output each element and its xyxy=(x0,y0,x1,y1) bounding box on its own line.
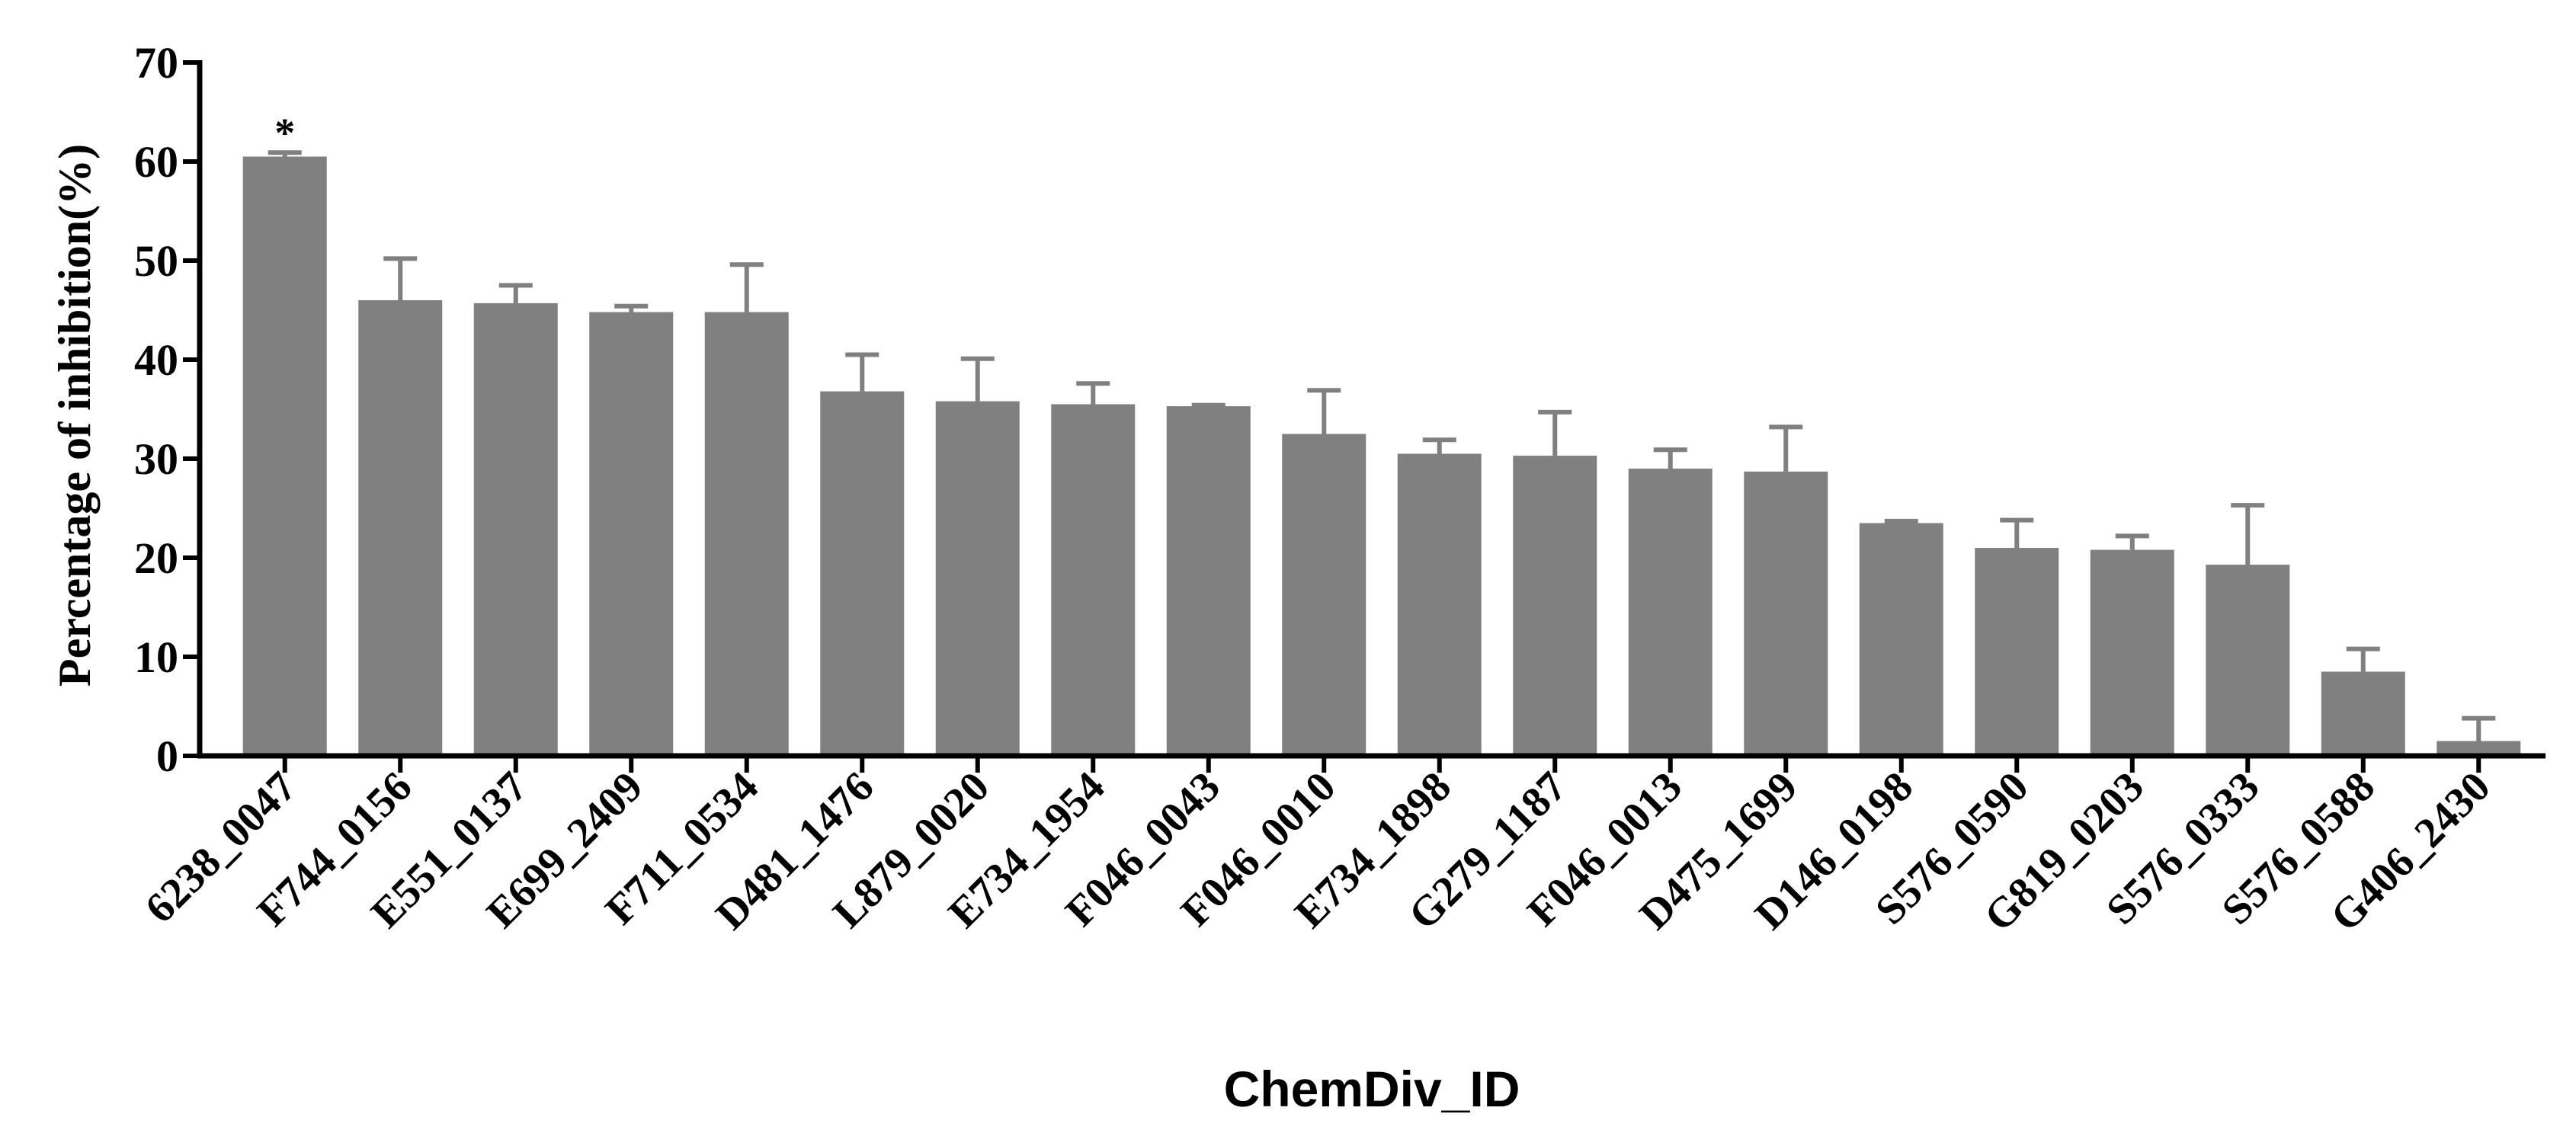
bar xyxy=(2206,565,2290,756)
bar xyxy=(1744,471,1828,756)
significance-annotation: * xyxy=(274,110,295,155)
x-ticks-layer: 6238_0047F744_0156E551_0137E699_2409F711… xyxy=(136,756,2499,940)
y-tick-label: 50 xyxy=(134,236,178,286)
bar xyxy=(2321,671,2405,756)
bar xyxy=(1397,453,1482,756)
y-tick-label: 60 xyxy=(134,137,178,187)
bar xyxy=(2437,741,2521,756)
y-tick-label: 0 xyxy=(156,731,178,781)
axes-layer xyxy=(197,60,2546,759)
bar xyxy=(1513,456,1597,756)
bar xyxy=(1166,406,1251,756)
bar xyxy=(820,391,905,756)
bar xyxy=(1282,434,1366,756)
bar xyxy=(1051,404,1136,756)
bar xyxy=(704,312,789,757)
y-tick-label: 10 xyxy=(134,632,178,682)
y-axis-label: Percentage of inhibition(%) xyxy=(50,144,100,687)
bar xyxy=(1859,523,1943,756)
error-bars-layer xyxy=(268,150,2496,741)
annotations-layer: * xyxy=(274,110,295,155)
bar xyxy=(1975,548,2059,756)
bars-layer xyxy=(242,156,2521,757)
y-tick-label: 40 xyxy=(134,335,178,385)
x-axis-label: ChemDiv_ID xyxy=(1224,1061,1520,1117)
y-tick-label: 70 xyxy=(134,38,178,88)
bar xyxy=(358,300,443,756)
y-ticks-layer: 0 10 20 30 40 50 60 70 xyxy=(134,38,200,781)
bar xyxy=(242,156,327,756)
bar xyxy=(1628,469,1713,756)
bar xyxy=(2090,549,2174,756)
bar xyxy=(589,312,674,757)
bar xyxy=(473,303,558,756)
y-tick-label: 30 xyxy=(134,434,178,484)
y-tick-label: 20 xyxy=(134,533,178,583)
bar xyxy=(935,401,1020,756)
